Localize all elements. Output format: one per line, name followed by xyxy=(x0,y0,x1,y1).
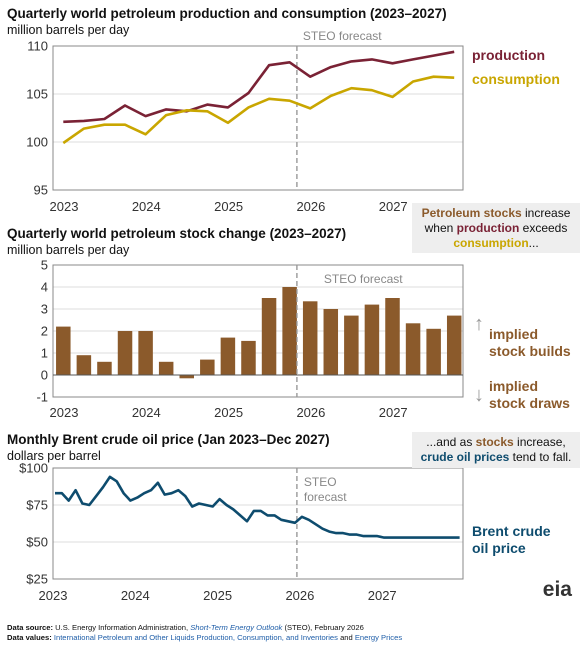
chart3-y-tick-label: $25 xyxy=(26,572,48,587)
chart3-y-tick-label: $100 xyxy=(19,461,48,476)
chart3-ylabel: dollars per barrel xyxy=(7,449,101,463)
chart2-y-tick-label: 2 xyxy=(41,324,48,339)
chart2-bar xyxy=(158,361,174,375)
chart2-bar xyxy=(117,331,133,375)
chart3-x-tick-label: 2024 xyxy=(121,588,150,603)
eia-logo: eia xyxy=(542,578,572,601)
chart1-y-tick-label: 95 xyxy=(34,183,48,198)
chart2-y-tick-label: 1 xyxy=(41,346,48,361)
footer-source: Data source: U.S. Energy Information Adm… xyxy=(7,623,364,632)
stock-builds-label: implied stock builds xyxy=(489,326,571,359)
chart1-x-tick-label: 2026 xyxy=(296,199,325,214)
chart1-ylabel: million barrels per day xyxy=(7,23,130,37)
chart2-bar xyxy=(302,301,318,375)
series-production-line xyxy=(63,50,455,124)
chart2-ylabel: million barrels per day xyxy=(7,243,130,257)
chart2-bar xyxy=(179,375,194,379)
chart2-bar xyxy=(282,287,297,375)
chart3-x-tick-label: 2025 xyxy=(203,588,232,603)
chart2-bar xyxy=(56,326,71,375)
chart1-x-tick-label: 2024 xyxy=(132,199,161,214)
chart2-bar xyxy=(138,331,153,375)
chart2-bar xyxy=(261,298,277,375)
chart3-frame xyxy=(52,467,464,580)
chart2-bar xyxy=(323,309,339,375)
chart2-y-tick-label: 0 xyxy=(41,368,48,383)
chart2-y-tick-label: 3 xyxy=(41,302,48,317)
footer-values: Data values: International Petroleum and… xyxy=(7,633,403,642)
chart2-bar xyxy=(385,298,400,375)
arrow-down-glyph: ↓ xyxy=(474,384,484,406)
chart2-y-tick-label: -1 xyxy=(36,390,48,405)
series-brent-line xyxy=(55,475,460,539)
chart2-y-tick-label: 4 xyxy=(41,280,48,295)
chart1-forecast-label: STEO forecast xyxy=(303,29,382,43)
stocks-callout: Petroleum stocks increase when productio… xyxy=(412,203,580,253)
chart3-forecast-label-1: STEO xyxy=(304,475,337,489)
chart1-y-tick-label: 100 xyxy=(26,135,48,150)
chart2-y-tick-label: 5 xyxy=(41,258,48,273)
arrow-up-glyph: ↑ xyxy=(474,313,484,335)
chart2-x-tick-label: 2025 xyxy=(214,405,243,420)
chart1-y-tick-label: 110 xyxy=(27,39,48,54)
chart3-y-tick-label: $50 xyxy=(26,535,48,550)
chart2-bar xyxy=(241,340,256,375)
chart2-bar xyxy=(200,359,215,375)
chart3-x-tick-label: 2027 xyxy=(368,588,397,603)
chart2-bar xyxy=(344,315,359,375)
chart1-frame xyxy=(52,45,464,191)
energy-prices-link[interactable]: Energy Prices xyxy=(354,633,403,642)
chart2-x-tick-label: 2023 xyxy=(50,405,79,420)
brent-legend-label: Brent crude oil price xyxy=(472,523,551,556)
chart3-y-tick-label: $75 xyxy=(26,498,48,513)
series-consumption-line xyxy=(62,75,455,145)
chart3-x-tick-label: 2026 xyxy=(285,588,314,603)
chart1-x-tick-label: 2027 xyxy=(379,199,408,214)
chart1-title: Quarterly world petroleum production and… xyxy=(7,6,447,21)
chart1-x-tick-label: 2023 xyxy=(50,199,79,214)
chart2-frame xyxy=(52,264,464,398)
chart2-bar xyxy=(76,355,92,375)
petroleum-data-link[interactable]: International Petroleum and Other Liquid… xyxy=(51,633,338,642)
chart2-x-tick-label: 2027 xyxy=(379,405,408,420)
chart1-y-tick-label: 105 xyxy=(26,87,48,102)
chart1-x-tick-label: 2025 xyxy=(214,199,243,214)
chart2-bar xyxy=(405,323,421,375)
chart3-x-tick-label: 2023 xyxy=(39,588,68,603)
production-legend-label: production xyxy=(472,47,546,63)
chart2-x-tick-label: 2026 xyxy=(296,405,325,420)
stock-draws-label: implied stock draws xyxy=(489,378,570,411)
chart3-forecast-label-2: forecast xyxy=(304,490,347,504)
chart2-bar xyxy=(220,337,236,375)
chart2-bar xyxy=(97,361,112,375)
consumption-legend-label: consumption xyxy=(472,71,560,87)
chart2-bar xyxy=(426,328,441,375)
chart3-title: Monthly Brent crude oil price (Jan 2023–… xyxy=(7,432,330,447)
chart2-forecast-label: STEO forecast xyxy=(324,272,403,286)
chart2-x-tick-label: 2024 xyxy=(132,405,161,420)
chart2-bar xyxy=(364,304,380,375)
prices-callout: ...and as stocks increase, crude oil pri… xyxy=(412,432,580,468)
chart2-title: Quarterly world petroleum stock change (… xyxy=(7,226,347,241)
chart2-bar xyxy=(446,315,462,375)
